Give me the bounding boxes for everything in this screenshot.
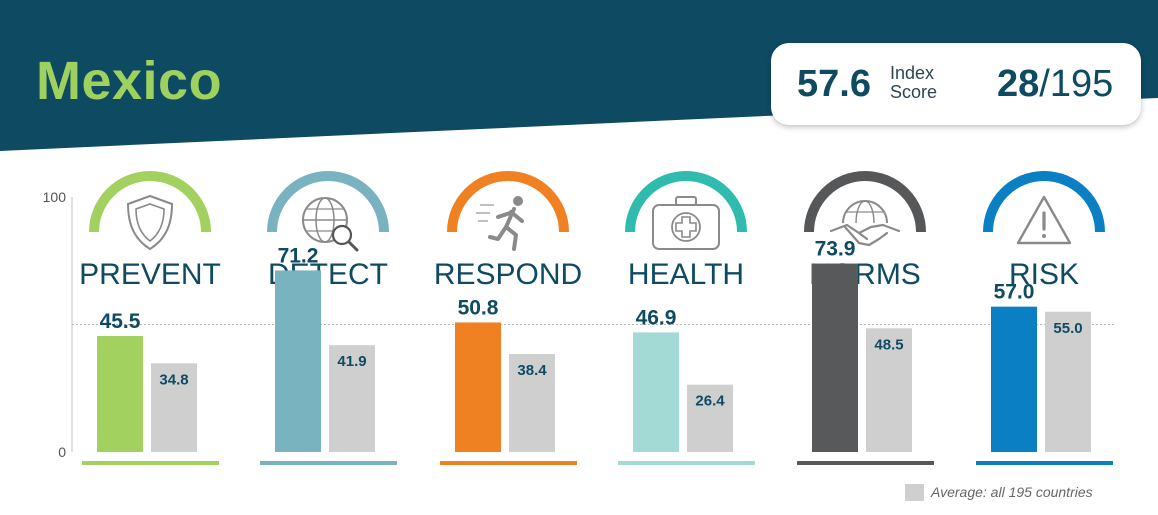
category-bar-chart: 0100PREVENT45.534.8DETECT71.241.9RESPOND…: [43, 171, 1115, 465]
globe-handshake-icon: [829, 200, 901, 247]
bar-country-detect: [275, 270, 321, 452]
value-label-average-health: 26.4: [695, 393, 725, 410]
rank-value: 28: [997, 63, 1040, 105]
arc-norms: [804, 171, 926, 233]
value-label-average-norms: 48.5: [874, 336, 903, 353]
globe-magnifier-icon: [302, 197, 359, 252]
index-label-line1: Index: [890, 63, 935, 83]
baseline-prevent: [82, 461, 219, 465]
baseline-respond: [440, 461, 577, 465]
category-title-health: HEALTH: [628, 258, 744, 291]
baseline-detect: [260, 461, 397, 465]
rank-display: 28/195: [997, 63, 1113, 106]
legend-swatch-average: [905, 483, 924, 501]
baseline-norms: [797, 461, 934, 465]
bar-country-respond: [455, 322, 501, 452]
bar-country-norms: [812, 263, 858, 452]
medical-kit-icon: [652, 196, 720, 250]
bar-average-prevent: [151, 363, 197, 452]
value-label-average-detect: 41.9: [337, 353, 366, 370]
value-label-average-risk: 55.0: [1053, 320, 1082, 337]
category-title-respond: RESPOND: [434, 258, 582, 291]
country-title: Mexico: [36, 51, 223, 111]
running-person-icon: [476, 196, 524, 251]
index-score-value: 57.6: [797, 63, 871, 105]
arc-detect: [267, 171, 389, 233]
y-tick-label-0: 0: [58, 444, 66, 460]
arc-risk: [983, 171, 1105, 233]
value-label-country-detect: 71.2: [278, 244, 319, 267]
chart-legend: Average: all 195 countries: [905, 483, 1093, 501]
index-score-label: Index Score: [890, 64, 937, 102]
rank-total: /195: [1039, 63, 1114, 105]
baseline-health: [618, 461, 755, 465]
category-title-risk: RISK: [1009, 258, 1079, 291]
arc-respond: [447, 171, 569, 233]
bar-average-detect: [329, 345, 375, 452]
y-tick-label-100: 100: [43, 189, 67, 205]
index-score-card: 57.6 Index Score 28/195: [771, 43, 1141, 125]
legend-label: Average: all 195 countries: [931, 484, 1093, 500]
baseline-risk: [976, 461, 1113, 465]
value-label-country-norms: 73.9: [815, 238, 856, 261]
value-label-country-risk: 57.0: [994, 281, 1035, 304]
value-label-average-respond: 38.4: [517, 362, 547, 379]
value-label-country-respond: 50.8: [458, 296, 499, 319]
value-label-average-prevent: 34.8: [159, 371, 188, 388]
bar-country-health: [633, 332, 679, 452]
warning-triangle-icon: [1016, 195, 1072, 245]
bar-average-health: [687, 384, 733, 452]
value-label-country-prevent: 45.5: [100, 310, 141, 333]
bar-country-prevent: [97, 335, 143, 452]
bar-average-norms: [866, 328, 912, 452]
bar-country-risk: [991, 306, 1037, 452]
arc-health: [625, 171, 747, 233]
index-label-line2: Score: [890, 82, 938, 102]
value-label-country-health: 46.9: [636, 306, 677, 329]
shield-icon: [126, 194, 174, 251]
header-banner: [0, 0, 1158, 151]
category-title-prevent: PREVENT: [79, 258, 221, 291]
bar-average-respond: [509, 354, 555, 452]
arc-prevent: [89, 171, 211, 233]
bar-average-risk: [1045, 311, 1091, 452]
